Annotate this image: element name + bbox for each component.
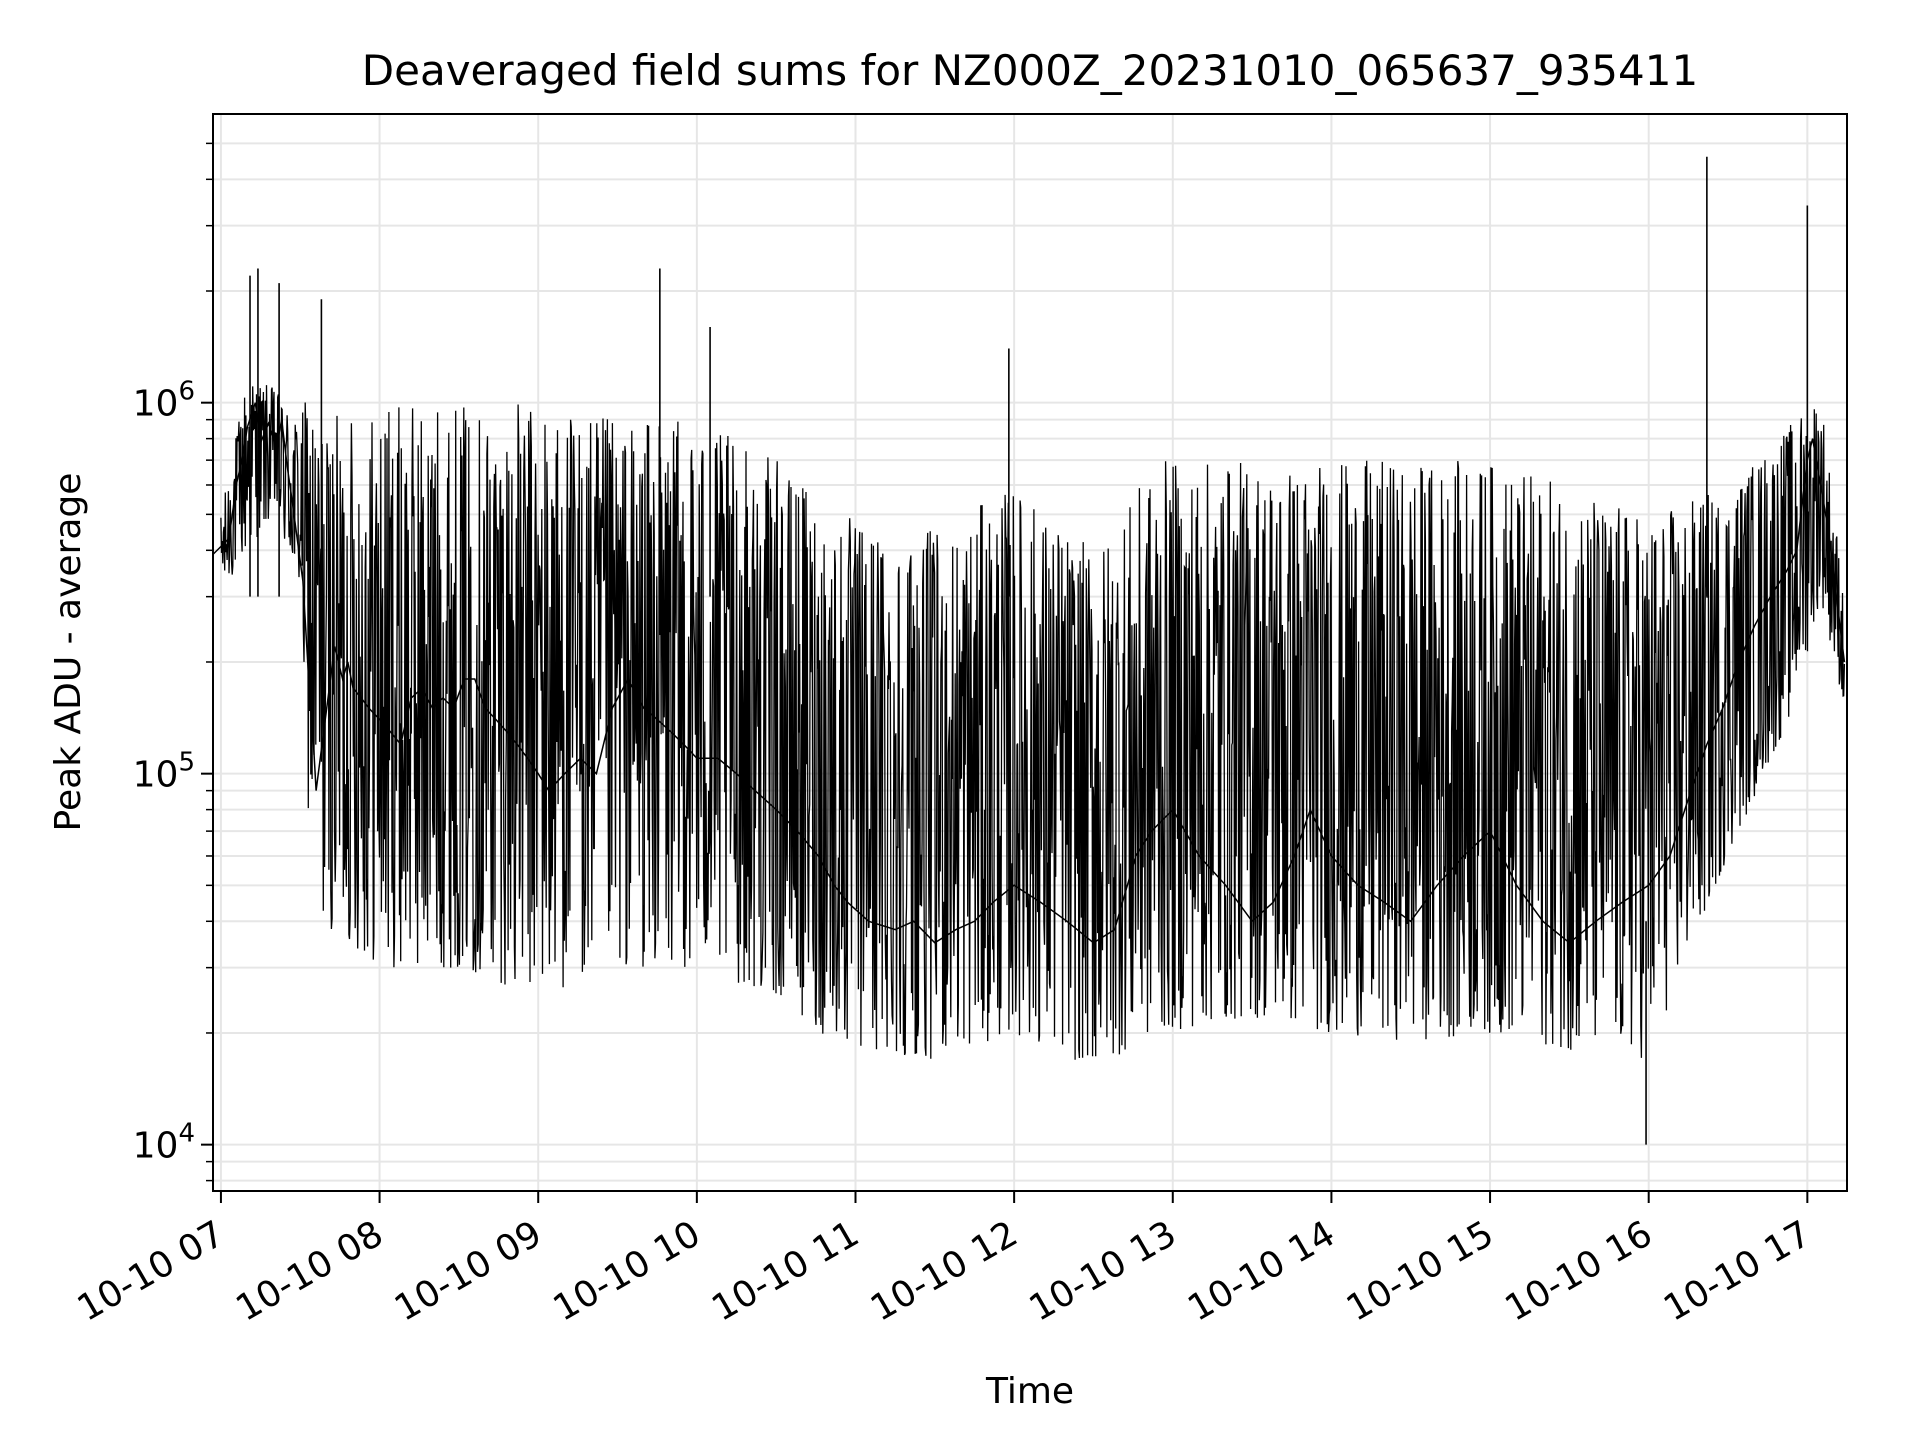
chart-title: Deaveraged field sums for NZ000Z_2023101… bbox=[362, 46, 1698, 95]
y-tick-label: 105 bbox=[133, 748, 195, 796]
data-layer bbox=[212, 156, 1846, 1145]
y-tick-label: 106 bbox=[133, 377, 195, 425]
y-axis-label: Peak ADU - average bbox=[48, 473, 89, 832]
plot-frame bbox=[212, 113, 1848, 1192]
x-axis-label: Time bbox=[985, 1371, 1074, 1412]
series-trace bbox=[220, 385, 1846, 1060]
y-tick-label: 104 bbox=[133, 1119, 195, 1167]
series-line bbox=[212, 402, 1846, 944]
